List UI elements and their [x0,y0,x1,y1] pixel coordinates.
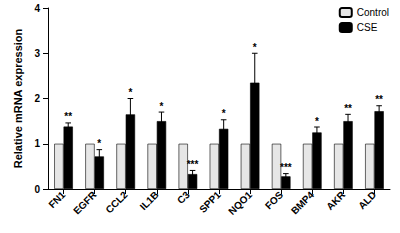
svg-text:3: 3 [34,48,40,59]
svg-text:*: * [315,116,319,127]
svg-text:Relative mRNA expression: Relative mRNA expression [12,28,24,168]
svg-text:***: *** [280,162,292,173]
svg-text:*: * [97,138,101,149]
svg-text:ALD: ALD [356,189,378,211]
svg-text:FOS: FOS [263,189,286,212]
svg-text:CSE: CSE [357,22,378,33]
svg-text:AKR: AKR [324,189,347,212]
svg-text:Control: Control [357,7,389,18]
svg-text:0: 0 [34,184,40,195]
svg-text:CCL2: CCL2 [103,189,130,216]
svg-text:**: ** [375,94,383,105]
svg-text:*: * [253,42,257,53]
svg-text:IL1B: IL1B [138,189,161,212]
svg-text:**: ** [64,111,72,122]
svg-text:*: * [160,101,164,112]
svg-text:**: ** [344,103,352,114]
svg-text:***: *** [187,159,199,170]
svg-text:EGFR: EGFR [71,189,98,216]
svg-text:1: 1 [34,138,40,149]
svg-text:C3: C3 [175,189,192,206]
svg-text:*: * [222,108,226,119]
svg-text:NQO1: NQO1 [226,189,254,217]
svg-text:4: 4 [34,3,40,14]
svg-text:2: 2 [34,93,40,104]
svg-text:SPP1: SPP1 [197,189,223,215]
svg-text:FN1: FN1 [46,189,67,210]
svg-text:*: * [128,87,132,98]
svg-text:BMP4: BMP4 [289,189,317,217]
